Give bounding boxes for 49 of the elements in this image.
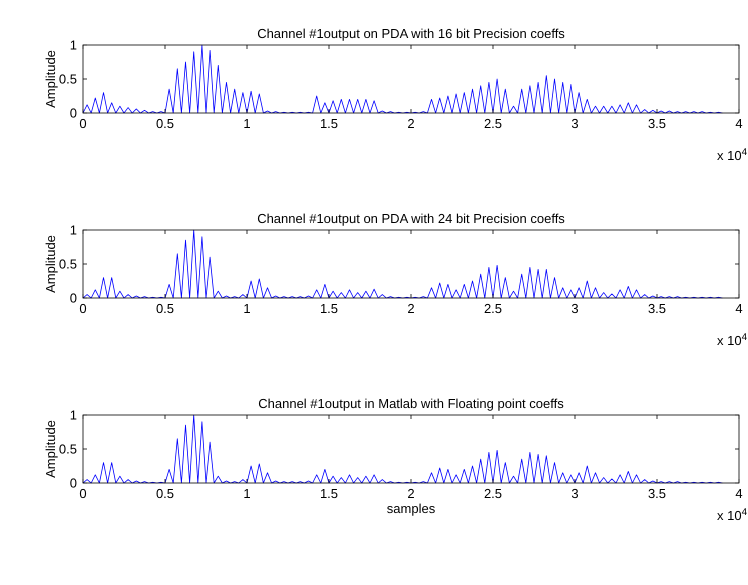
x-tick-label: 0.5 xyxy=(156,486,174,501)
x-tick-label: 3 xyxy=(571,116,579,131)
x-tick-label: 3.5 xyxy=(648,301,666,316)
y-tick-label: 0.5 xyxy=(58,442,77,456)
y-axis-title: Amplitude xyxy=(43,50,58,108)
x-tick-label: 0 xyxy=(79,486,87,501)
x-tick-label: 0 xyxy=(79,116,87,131)
text: x 10$^{4}$ xyxy=(716,332,748,348)
x-tick-label: 0.5 xyxy=(156,301,174,316)
text: x 10$^{4}$ xyxy=(716,506,748,523)
y-tick-label: 0 xyxy=(70,290,77,306)
line-series xyxy=(82,230,723,298)
x-tick-label: 3.5 xyxy=(648,116,666,131)
x-tick-label: 1.5 xyxy=(320,301,338,316)
y-axis-title: Amplitude xyxy=(43,420,58,478)
chart-title: Channel #1output in Matlab with Floating point coeffs xyxy=(258,396,564,411)
y-tick-label: 1 xyxy=(70,38,77,52)
line-series xyxy=(82,414,723,484)
x-tick-label: 4 xyxy=(735,486,743,501)
y-tick-label: 1 xyxy=(70,408,77,422)
x-tick-label: 0.5 xyxy=(156,116,174,131)
y-tick-label: 0.5 xyxy=(58,256,77,272)
line-series xyxy=(82,44,723,114)
x-axis-title: samples xyxy=(386,501,436,516)
y-tick-label: 1 xyxy=(70,222,77,238)
x-tick-label: 4 xyxy=(735,301,743,316)
x-tick-label: 1.5 xyxy=(320,116,338,131)
chart-title: Channel #1output on PDA with 16 bit Precision coeffs xyxy=(257,26,566,41)
x-tick-label: 3 xyxy=(571,486,579,501)
x-tick-label: 0 xyxy=(79,301,87,316)
x-tick-label: 4 xyxy=(735,116,743,131)
y-tick-label: 0 xyxy=(70,106,77,120)
chart-title: Channel #1output on PDA with 24 bit Precision coeffs xyxy=(257,211,566,226)
x-tick-label: 2.5 xyxy=(484,486,502,501)
x-tick-label: 1.5 xyxy=(320,486,338,501)
y-axis-title: Amplitude xyxy=(43,235,58,293)
x-tick-label: 3.5 xyxy=(648,486,666,501)
text: x 10$^{4}$ xyxy=(716,146,748,163)
x-tick-label: 3 xyxy=(571,301,579,316)
x-tick-label: 1 xyxy=(243,301,251,316)
x-tick-label: 2.5 xyxy=(484,301,502,316)
y-tick-label: 0 xyxy=(70,476,77,490)
x-tick-label: 1 xyxy=(243,486,251,501)
x-tick-label: 2.5 xyxy=(484,116,502,131)
x-tick-label: 2 xyxy=(407,301,415,316)
x-tick-label: 2 xyxy=(407,486,415,501)
y-tick-label: 0.5 xyxy=(58,72,77,86)
x-tick-label: 1 xyxy=(243,116,251,131)
x-tick-label: 2 xyxy=(407,116,415,131)
